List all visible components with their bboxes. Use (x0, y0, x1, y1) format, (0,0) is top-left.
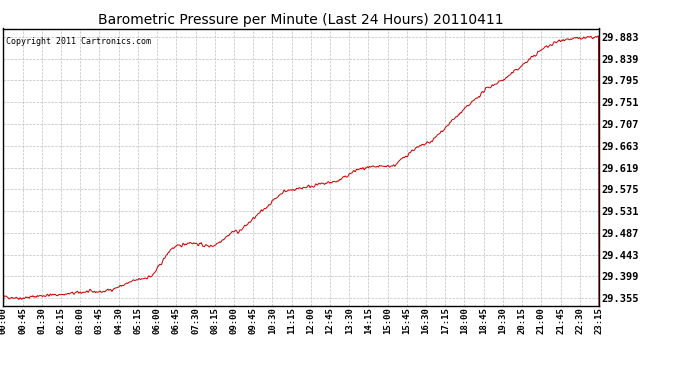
Text: Copyright 2011 Cartronics.com: Copyright 2011 Cartronics.com (6, 37, 151, 46)
Title: Barometric Pressure per Minute (Last 24 Hours) 20110411: Barometric Pressure per Minute (Last 24 … (99, 13, 504, 27)
